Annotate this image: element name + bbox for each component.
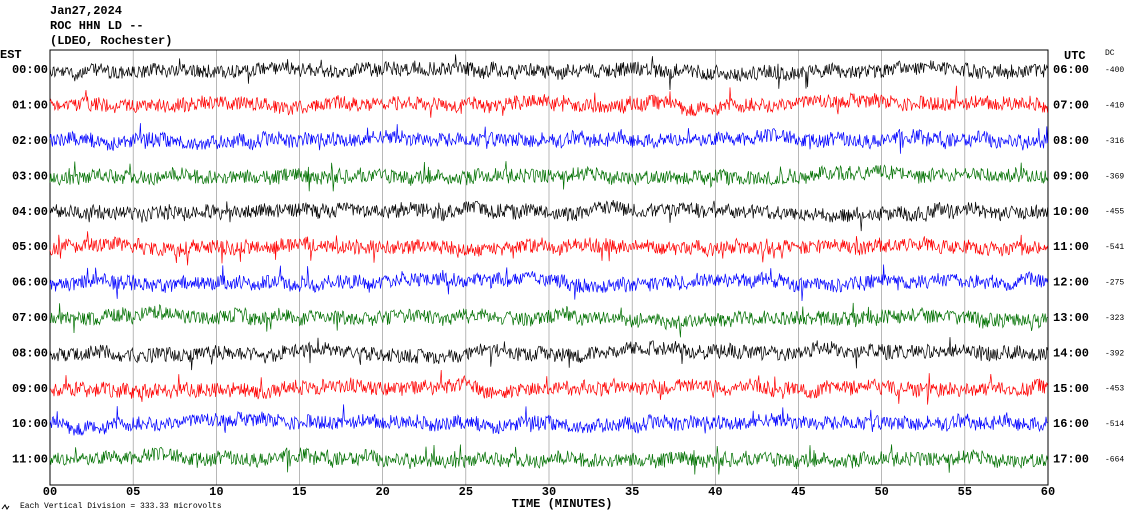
utc-label: 15:00 [1053, 382, 1089, 396]
est-label: 07:00 [12, 311, 48, 325]
x-tick-label: 20 [375, 485, 389, 499]
dc-value: -369 [1105, 172, 1124, 181]
trace [49, 302, 1048, 338]
trace [49, 444, 1048, 475]
trace [49, 264, 1048, 302]
est-label: 02:00 [12, 134, 48, 148]
est-label: 10:00 [12, 417, 48, 431]
utc-label: 11:00 [1053, 240, 1089, 254]
utc-label: 14:00 [1053, 346, 1089, 360]
trace [49, 85, 1048, 118]
x-tick-label: 60 [1041, 485, 1055, 499]
x-tick-label: 15 [292, 485, 306, 499]
trace [49, 404, 1048, 436]
utc-label: 12:00 [1053, 276, 1089, 290]
x-tick-label: 05 [126, 485, 140, 499]
utc-label: 07:00 [1053, 99, 1089, 113]
dc-value: -316 [1105, 137, 1124, 146]
scale-note: Each Vertical Division = 333.33 microvol… [20, 502, 222, 511]
dc-value: -323 [1105, 314, 1124, 323]
dc-value: -453 [1105, 385, 1124, 394]
dc-value: -410 [1105, 102, 1124, 111]
dc-value: -455 [1105, 208, 1124, 217]
est-label: 01:00 [12, 99, 48, 113]
est-label: 00:00 [12, 63, 48, 77]
x-tick-label: 45 [791, 485, 805, 499]
dc-value: -400 [1105, 66, 1124, 75]
dc-value: -392 [1105, 349, 1124, 358]
right-label: UTC [1064, 49, 1086, 63]
trace [49, 161, 1048, 192]
est-label: 05:00 [12, 240, 48, 254]
trace [49, 54, 1048, 91]
dc-value: -541 [1105, 243, 1124, 252]
x-tick-label: 35 [625, 485, 639, 499]
logo [1, 504, 10, 510]
est-label: 06:00 [12, 276, 48, 290]
chart-title: Jan27,2024 [50, 4, 122, 18]
dc-label: DC [1105, 49, 1115, 58]
station: ROC HHN LD -- [50, 19, 144, 33]
x-tick-label: 30 [542, 485, 556, 499]
trace [49, 231, 1048, 266]
x-tick-label: 25 [459, 485, 473, 499]
utc-label: 06:00 [1053, 63, 1089, 77]
est-label: 08:00 [12, 346, 48, 360]
est-label: 03:00 [12, 169, 48, 183]
utc-label: 09:00 [1053, 169, 1089, 183]
x-tick-label: 10 [209, 485, 223, 499]
utc-label: 08:00 [1053, 134, 1089, 148]
utc-label: 16:00 [1053, 417, 1089, 431]
x-tick-label: 00 [43, 485, 57, 499]
utc-label: 13:00 [1053, 311, 1089, 325]
est-label: 11:00 [12, 453, 48, 467]
plot-frame [49, 49, 1049, 486]
x-axis-label: TIME (MINUTES) [512, 497, 613, 511]
est-label: 04:00 [12, 205, 48, 219]
trace [49, 369, 1048, 405]
dc-value: -514 [1105, 420, 1124, 429]
left-label: EST [0, 48, 22, 62]
source: (LDEO, Rochester) [50, 34, 172, 48]
trace [49, 199, 1048, 232]
x-tick-label: 40 [708, 485, 722, 499]
est-label: 09:00 [12, 382, 48, 396]
trace [49, 337, 1048, 371]
x-tick-label: 50 [874, 485, 888, 499]
utc-label: 10:00 [1053, 205, 1089, 219]
utc-label: 17:00 [1053, 453, 1089, 467]
dc-value: -664 [1105, 456, 1124, 465]
dc-value: -275 [1105, 279, 1124, 288]
x-tick-label: 55 [958, 485, 972, 499]
trace [49, 123, 1048, 154]
